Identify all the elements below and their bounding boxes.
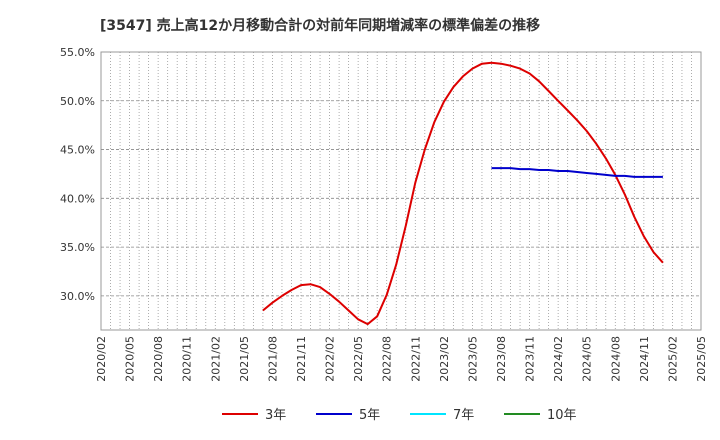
x-axis: 2020/02 2020/05 2020/08 2020/11 2021/02 2021/… [95,336,708,382]
y-tick-label: 40.0% [60,192,95,205]
y-tick-label: 30.0% [60,290,95,303]
legend-label: 7年 [453,408,474,423]
legend-label: 3年 [265,408,286,423]
x-tick-label: 2023/05 [466,336,479,382]
x-tick-label: 2023/02 [438,336,451,382]
chart-title: [3547] 売上高12か月移動合計の対前年同期増減率の標準偏差の推移 [100,17,540,34]
x-tick-label: 2020/02 [95,336,108,382]
x-tick-label: 2024/05 [581,336,594,382]
x-tick-label: 2022/11 [409,336,422,382]
x-tick-label: 2021/08 [266,336,279,382]
x-tick-label: 2023/08 [495,336,508,382]
x-tick-label: 2023/11 [524,336,537,382]
y-tick-label: 50.0% [60,95,95,108]
legend-label: 10年 [547,408,577,423]
legend-label: 5年 [359,408,380,423]
x-tick-label: 2022/05 [352,336,365,382]
y-tick-label: 55.0% [60,46,95,59]
series-line-0 [262,61,664,326]
x-tick-label: 2022/08 [381,336,394,382]
x-tick-label: 2020/11 [181,336,194,382]
plot-area [100,51,702,331]
x-tick-label: 2021/11 [295,336,308,382]
x-tick-label: 2024/11 [638,336,651,382]
x-tick-label: 2020/08 [152,336,165,382]
x-tick-label: 2024/08 [609,336,622,382]
series-line-1 [491,167,663,178]
legend: 3年 5年 7年 10年 [222,408,577,423]
x-tick-label: 2025/05 [695,336,708,382]
x-tick-label: 2025/02 [666,336,679,382]
x-tick-label: 2021/05 [238,336,251,382]
series-lines [262,61,664,326]
y-tick-label: 45.0% [60,144,95,157]
x-tick-label: 2020/05 [124,336,137,382]
x-tick-label: 2021/02 [209,336,222,382]
y-tick-label: 35.0% [60,241,95,254]
x-tick-label: 2024/02 [552,336,565,382]
y-axis: 55.0% 50.0% 45.0% 40.0% 35.0% 30.0% [60,46,95,303]
x-tick-label: 2022/02 [324,336,337,382]
